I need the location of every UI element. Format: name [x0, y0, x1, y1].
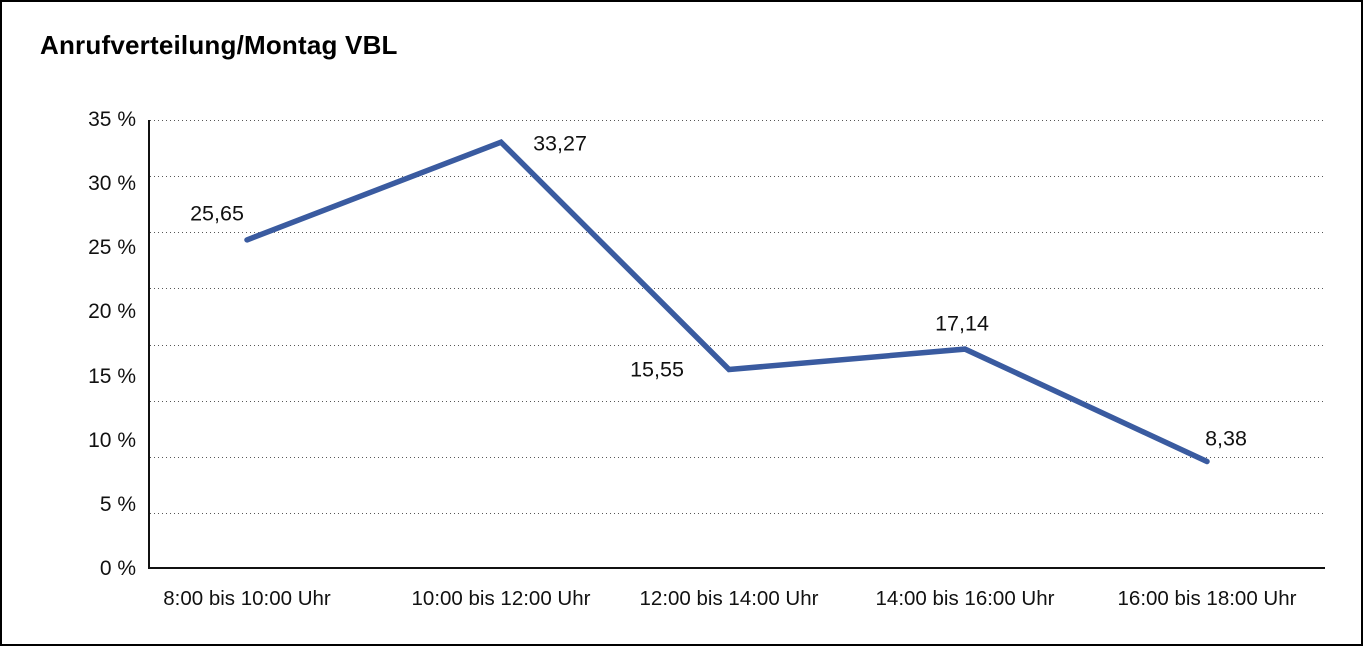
x-category-label: 16:00 bis 18:00 Uhr: [1117, 587, 1297, 610]
x-category-label: 12:00 bis 14:00 Uhr: [639, 587, 819, 610]
y-tick-label: 10 %: [88, 428, 136, 452]
y-tick-label: 25 %: [88, 236, 136, 260]
y-tick-label: 30 %: [88, 172, 136, 196]
gridline: [150, 120, 1325, 121]
gridline: [150, 288, 1325, 290]
y-tick-label: 35 %: [88, 108, 136, 131]
y-tick-label: 15 %: [88, 364, 136, 388]
x-category-label: 8:00 bis 10:00 Uhr: [163, 587, 331, 610]
value-label: 15,55: [630, 357, 684, 382]
value-label: 17,14: [935, 311, 989, 336]
gridline: [150, 456, 1325, 458]
gridline: [150, 344, 1325, 346]
x-category-label: 10:00 bis 12:00 Uhr: [411, 587, 591, 610]
gridline: [150, 512, 1325, 514]
value-label: 8,38: [1205, 426, 1247, 451]
x-category-label: 14:00 bis 16:00 Uhr: [875, 587, 1055, 610]
y-tick-label: 20 %: [88, 300, 136, 324]
gridline: [150, 232, 1325, 234]
plot-area: [150, 120, 1325, 569]
gridline: [150, 400, 1325, 402]
chart-title: Anrufverteilung/Montag VBL: [40, 30, 398, 60]
gridline: [150, 176, 1325, 178]
value-label: 33,27: [533, 131, 587, 156]
y-tick-label: 5 %: [99, 492, 136, 516]
value-label: 25,65: [190, 201, 244, 226]
y-tick-label: 0 %: [99, 557, 136, 580]
x-axis-line: [148, 567, 1325, 569]
y-axis-line: [148, 120, 150, 569]
